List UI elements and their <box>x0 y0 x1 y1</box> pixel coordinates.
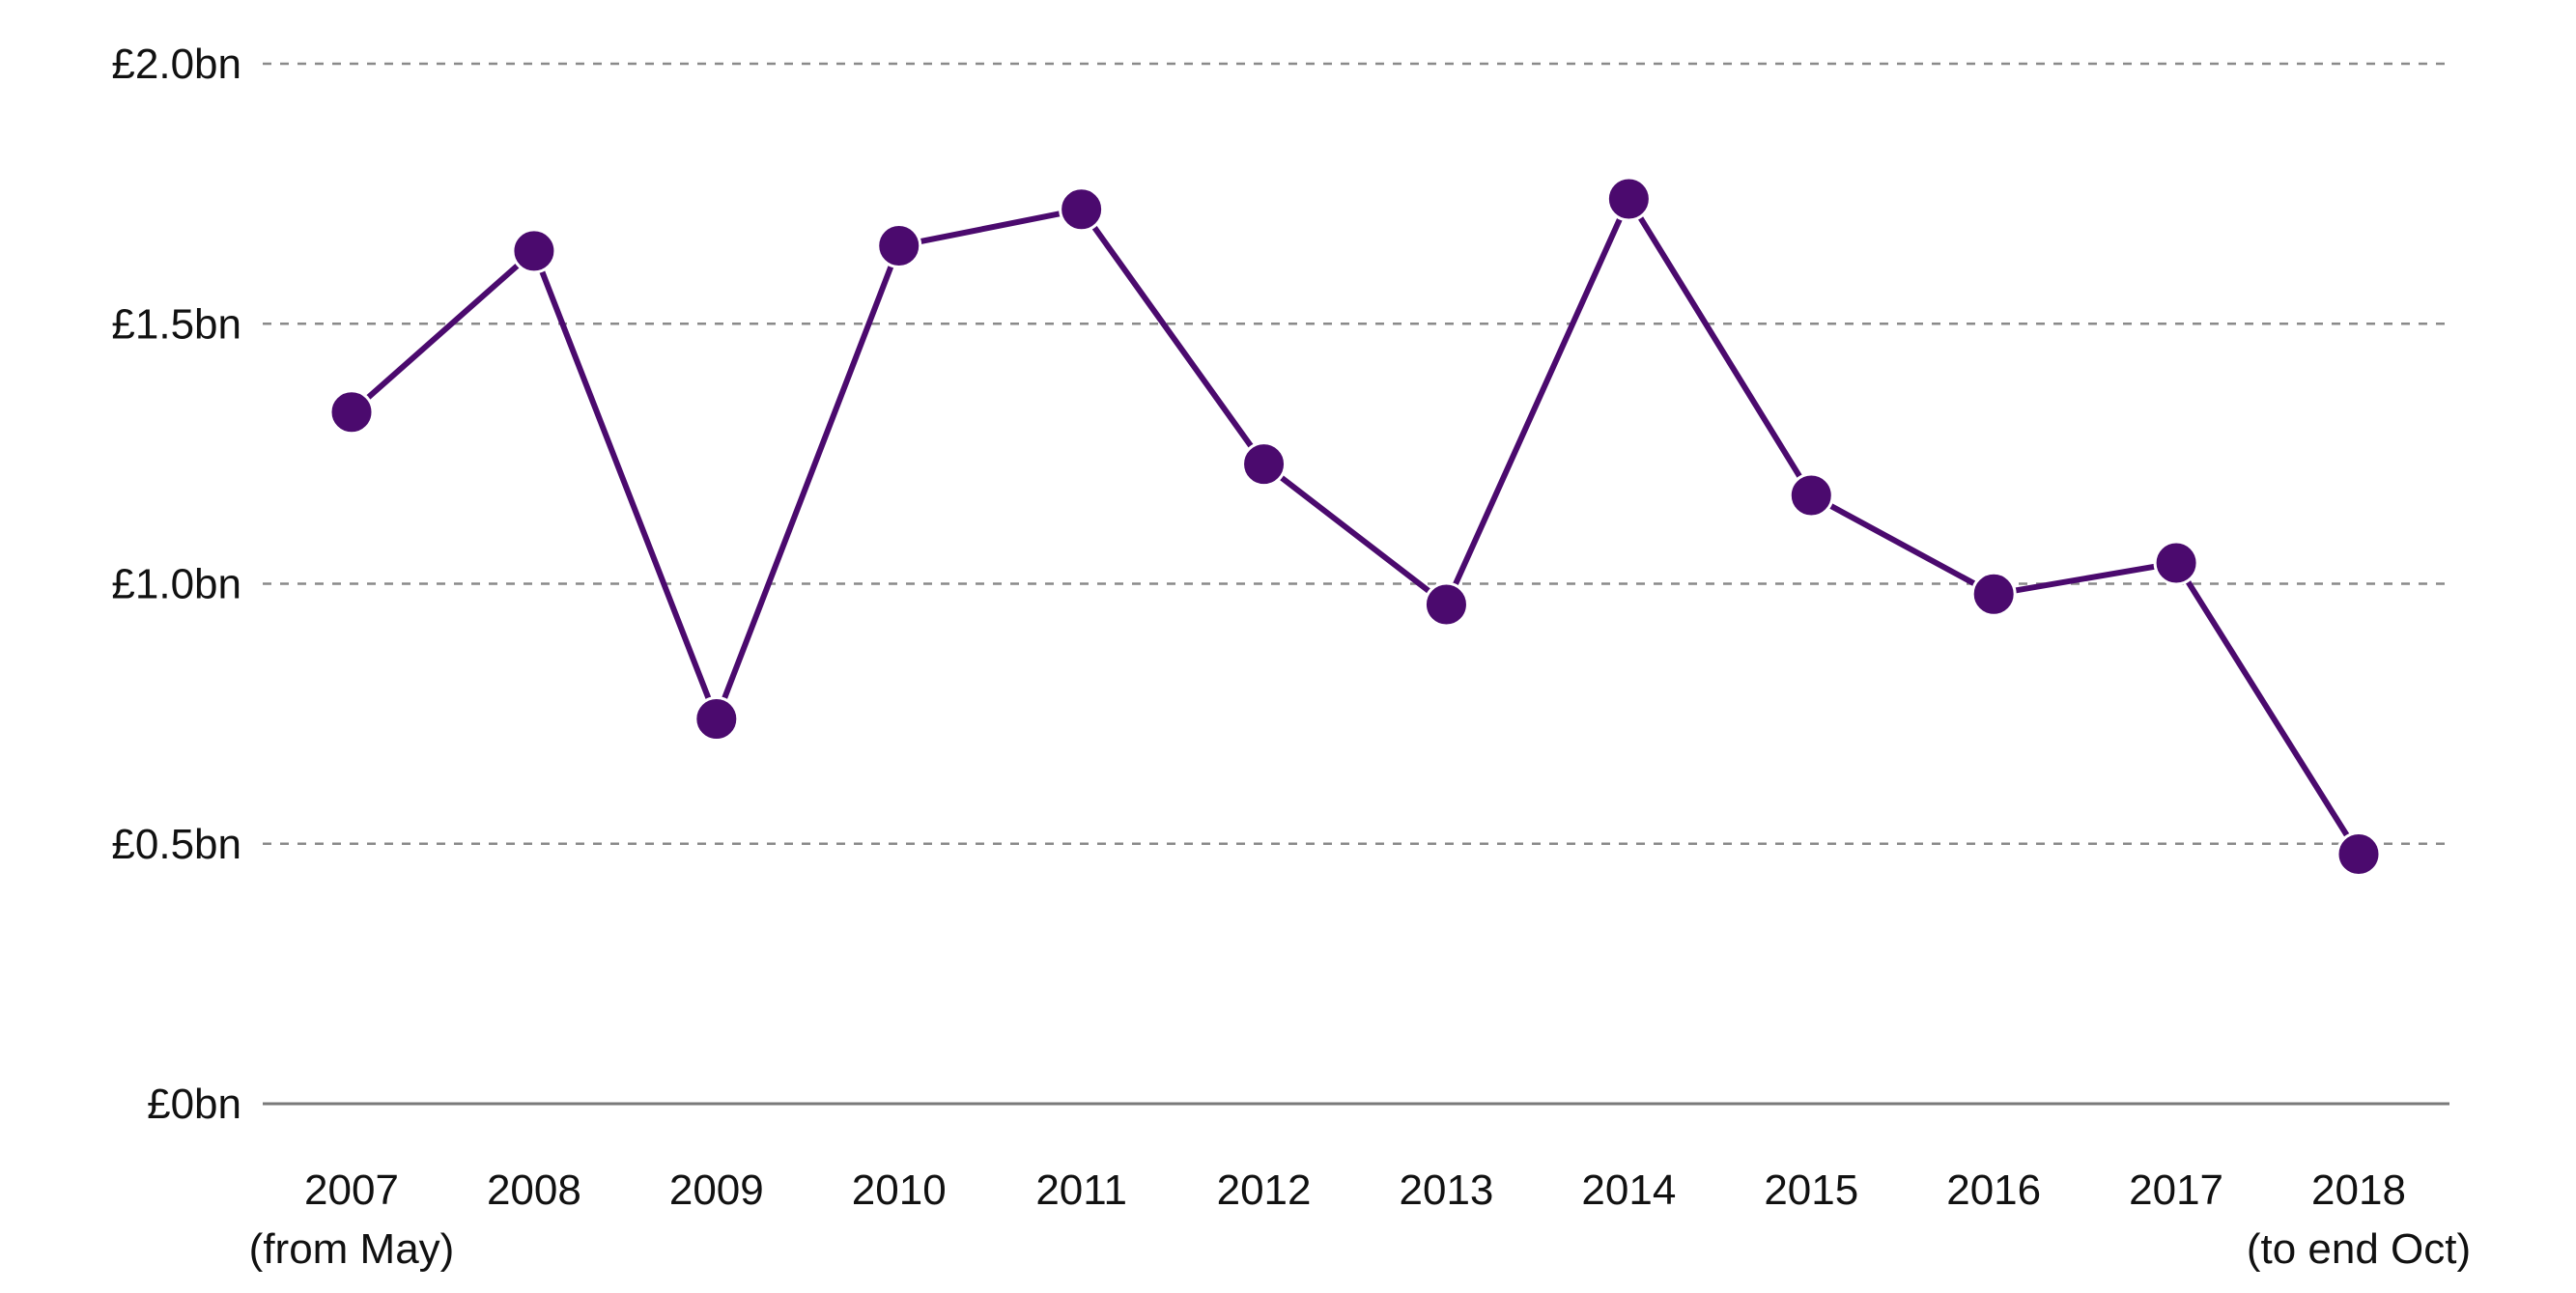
x-tick-label: 2007 <box>304 1167 399 1214</box>
data-point <box>1059 186 1105 233</box>
x-tick-label: 2014 <box>1581 1167 1676 1214</box>
y-tick-label: £1.0bn <box>111 561 241 608</box>
x-tick-label: 2017 <box>2129 1167 2223 1214</box>
x-tick-sublabel: (to end Oct) <box>2247 1225 2471 1273</box>
x-tick-label: 2012 <box>1217 1167 1312 1214</box>
x-tick-label: 2011 <box>1035 1167 1127 1214</box>
data-point <box>1241 441 1288 488</box>
y-tick-label: £0.5bn <box>111 821 241 868</box>
x-tick-label: 2016 <box>1946 1167 2041 1214</box>
data-point <box>1970 571 2017 617</box>
data-point <box>876 222 922 268</box>
x-tick-sublabel: (from May) <box>249 1225 455 1273</box>
series-layer <box>328 176 2382 878</box>
x-tick-label: 2008 <box>487 1167 581 1214</box>
data-point <box>328 389 375 436</box>
y-axis-tick-labels: £0bn £0.5bn £1.0bn £1.5bn £2.0bn <box>111 41 241 1128</box>
data-point <box>1788 472 1834 519</box>
x-tick-label: 2010 <box>852 1167 947 1214</box>
data-point <box>2153 540 2199 586</box>
x-axis-tick-labels: 2007 (from May) 2008 2009 2010 2011 2012 2013 20… <box>249 1167 2471 1273</box>
x-tick-label: 2015 <box>1764 1167 1858 1214</box>
y-tick-label: £1.5bn <box>111 300 241 348</box>
data-point <box>694 696 740 743</box>
x-tick-label: 2009 <box>669 1167 764 1214</box>
x-tick-label: 2018 <box>2311 1167 2406 1214</box>
data-point <box>1423 581 1469 628</box>
data-point <box>2335 831 2382 878</box>
data-point <box>511 228 557 274</box>
series-line <box>349 196 2362 857</box>
y-tick-label: £0bn <box>147 1081 241 1128</box>
gridlines <box>263 62 2449 1106</box>
y-tick-label: £2.0bn <box>111 41 241 88</box>
x-tick-label: 2013 <box>1400 1167 1494 1214</box>
data-point <box>1605 176 1652 222</box>
